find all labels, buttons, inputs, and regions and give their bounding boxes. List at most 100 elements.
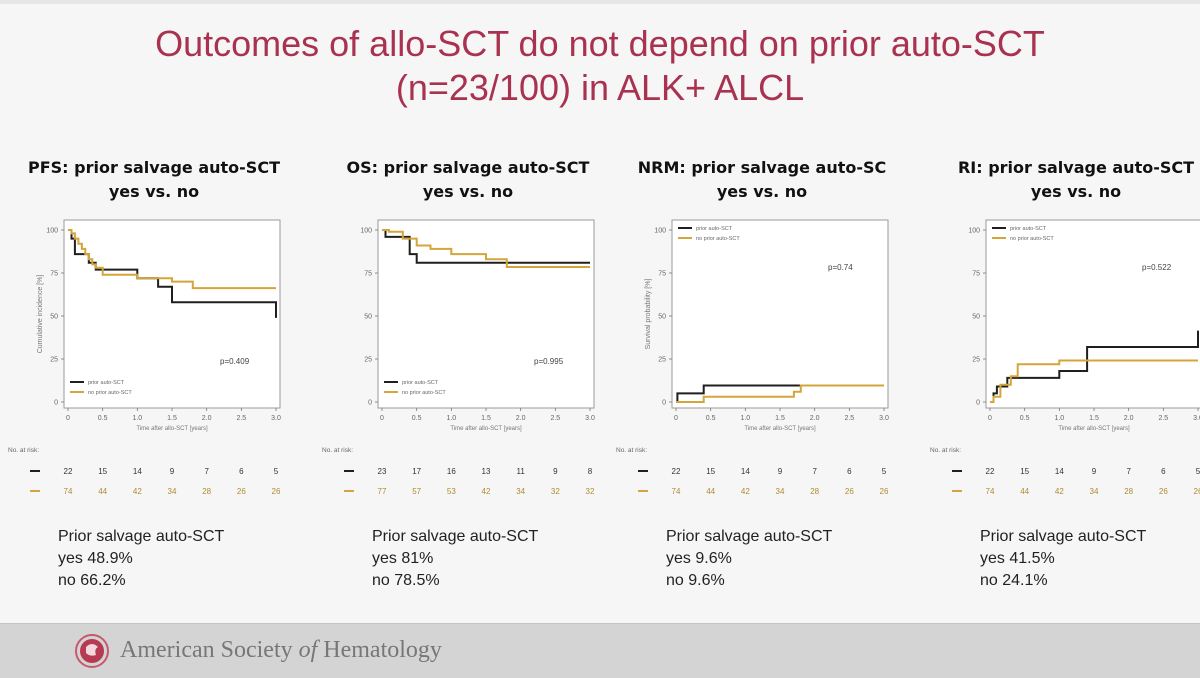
chart-title-line1: RI: prior salvage auto-SCT	[957, 158, 1195, 177]
chart-title-line1: PFS: prior salvage auto-SCT	[28, 158, 280, 177]
risk-count: 22	[64, 467, 73, 476]
risk-count: 42	[482, 487, 491, 496]
risk-count: 34	[1090, 487, 1099, 496]
org-name-part2: of	[298, 637, 318, 663]
risk-count: 22	[672, 467, 681, 476]
summary-text: Prior salvage auto-SCT yes 9.6% no 9.6%	[666, 526, 832, 592]
risk-count: 42	[133, 487, 142, 496]
risk-count: 74	[64, 487, 73, 496]
x-tick-label: 2.0	[202, 415, 212, 422]
risk-count: 34	[776, 487, 785, 496]
chart-panel-os: OS: prior salvage auto-SCT yes vs. no 0 25 5…	[318, 156, 618, 596]
x-tick-label: 0	[66, 415, 70, 422]
risk-count: 26	[272, 487, 281, 496]
plot-frame	[377, 219, 595, 409]
x-tick-label: 3.0	[585, 415, 595, 422]
org-name-part3: Hematology	[323, 637, 442, 663]
x-axis-label: Time after allo-SCT [years]	[136, 426, 208, 432]
y-tick-label: 25	[364, 357, 372, 364]
risk-count: 9	[778, 467, 783, 476]
risk-count: 9	[170, 467, 175, 476]
risk-count: 6	[1161, 467, 1166, 476]
series-line-no	[382, 229, 590, 268]
risk-count: 32	[586, 487, 595, 496]
x-tick-label: 0	[380, 415, 384, 422]
risk-count: 42	[1055, 487, 1064, 496]
risk-count: 34	[168, 487, 177, 496]
x-tick-label: 0.5	[1020, 415, 1030, 422]
risk-count: 9	[1092, 467, 1097, 476]
ash-logo-icon	[75, 634, 109, 668]
x-tick-label: 2.5	[236, 415, 246, 422]
summary-line-1: yes 41.5%	[980, 550, 1055, 567]
p-value-label: p=0.409	[220, 357, 250, 366]
risk-count: 5	[274, 467, 279, 476]
y-tick-label: 25	[972, 357, 980, 364]
risk-count: 57	[412, 487, 421, 496]
chart-title-line2: yes vs. no	[1030, 182, 1122, 201]
p-value-label: p=0.995	[534, 357, 564, 366]
y-tick-label: 0	[54, 400, 58, 407]
legend-label: no prior auto-SCT	[402, 390, 446, 396]
summary-line-2: no 66.2%	[58, 572, 126, 589]
summary-text: Prior salvage auto-SCT yes 48.9% no 66.2%	[58, 526, 224, 592]
top-strip	[0, 0, 1200, 4]
legend-label: no prior auto-SCT	[88, 390, 132, 396]
y-tick-label: 100	[46, 228, 58, 235]
risk-count: 5	[882, 467, 887, 476]
risk-count: 15	[98, 467, 107, 476]
risk-count: 22	[986, 467, 995, 476]
risk-count: 42	[741, 487, 750, 496]
y-tick-label: 75	[658, 271, 666, 278]
risk-count: 44	[1020, 487, 1029, 496]
x-tick-label: 1.0	[132, 415, 142, 422]
series-line-yes	[990, 330, 1199, 403]
p-value-label: p=0.74	[828, 263, 853, 272]
chart-title-line2: yes vs. no	[422, 182, 514, 201]
risk-count: 26	[880, 487, 889, 496]
summary-line-2: no 9.6%	[666, 572, 725, 589]
legend-label: no prior auto-SCT	[696, 236, 740, 242]
plot-frame	[985, 219, 1200, 409]
risk-count: 7	[812, 467, 817, 476]
x-tick-label: 2.5	[1158, 415, 1168, 422]
risk-count: 44	[706, 487, 715, 496]
summary-line-0: Prior salvage auto-SCT	[372, 528, 539, 545]
chart-title-line1: OS: prior salvage auto-SCT	[346, 158, 590, 177]
x-tick-label: 1.5	[1089, 415, 1099, 422]
chart-title: OS: prior salvage auto-SCT yes vs. no	[318, 156, 618, 204]
y-tick-label: 100	[654, 228, 666, 235]
y-tick-label: 0	[368, 400, 372, 407]
plot-frame	[671, 219, 889, 409]
x-tick-label: 2.0	[810, 415, 820, 422]
plot-frame	[63, 219, 281, 409]
chart-title-line2: yes vs. no	[716, 182, 808, 201]
series-line-no	[68, 229, 276, 290]
summary-line-1: yes 81%	[372, 550, 434, 567]
risk-count: 8	[588, 467, 593, 476]
summary-line-1: yes 48.9%	[58, 550, 133, 567]
risk-count: 14	[1055, 467, 1064, 476]
y-axis-label: Cumulative incidence [%]	[37, 275, 44, 354]
x-axis-label: Time after allo-SCT [years]	[1058, 426, 1130, 432]
y-axis-label: Survival probability [%]	[645, 279, 652, 350]
summary-text: Prior salvage auto-SCT yes 41.5% no 24.1%	[980, 526, 1146, 592]
x-tick-label: 0.5	[98, 415, 108, 422]
legend-label: prior auto-SCT	[1010, 226, 1047, 232]
risk-count: 7	[204, 467, 209, 476]
x-tick-label: 2.0	[1124, 415, 1134, 422]
legend-label: prior auto-SCT	[696, 226, 733, 232]
risk-count: 26	[1194, 487, 1200, 496]
x-tick-label: 0.5	[706, 415, 716, 422]
slide-title-line2: (n=23/100) in ALK+ ALCL	[395, 67, 805, 108]
x-tick-label: 1.5	[775, 415, 785, 422]
risk-count: 28	[202, 487, 211, 496]
x-tick-label: 1.5	[167, 415, 177, 422]
risk-count: 53	[447, 487, 456, 496]
series-line-no	[990, 359, 1198, 403]
x-tick-label: 1.0	[446, 415, 456, 422]
risk-count: 5	[1196, 467, 1200, 476]
chart-title: PFS: prior salvage auto-SCT yes vs. no	[4, 156, 304, 204]
